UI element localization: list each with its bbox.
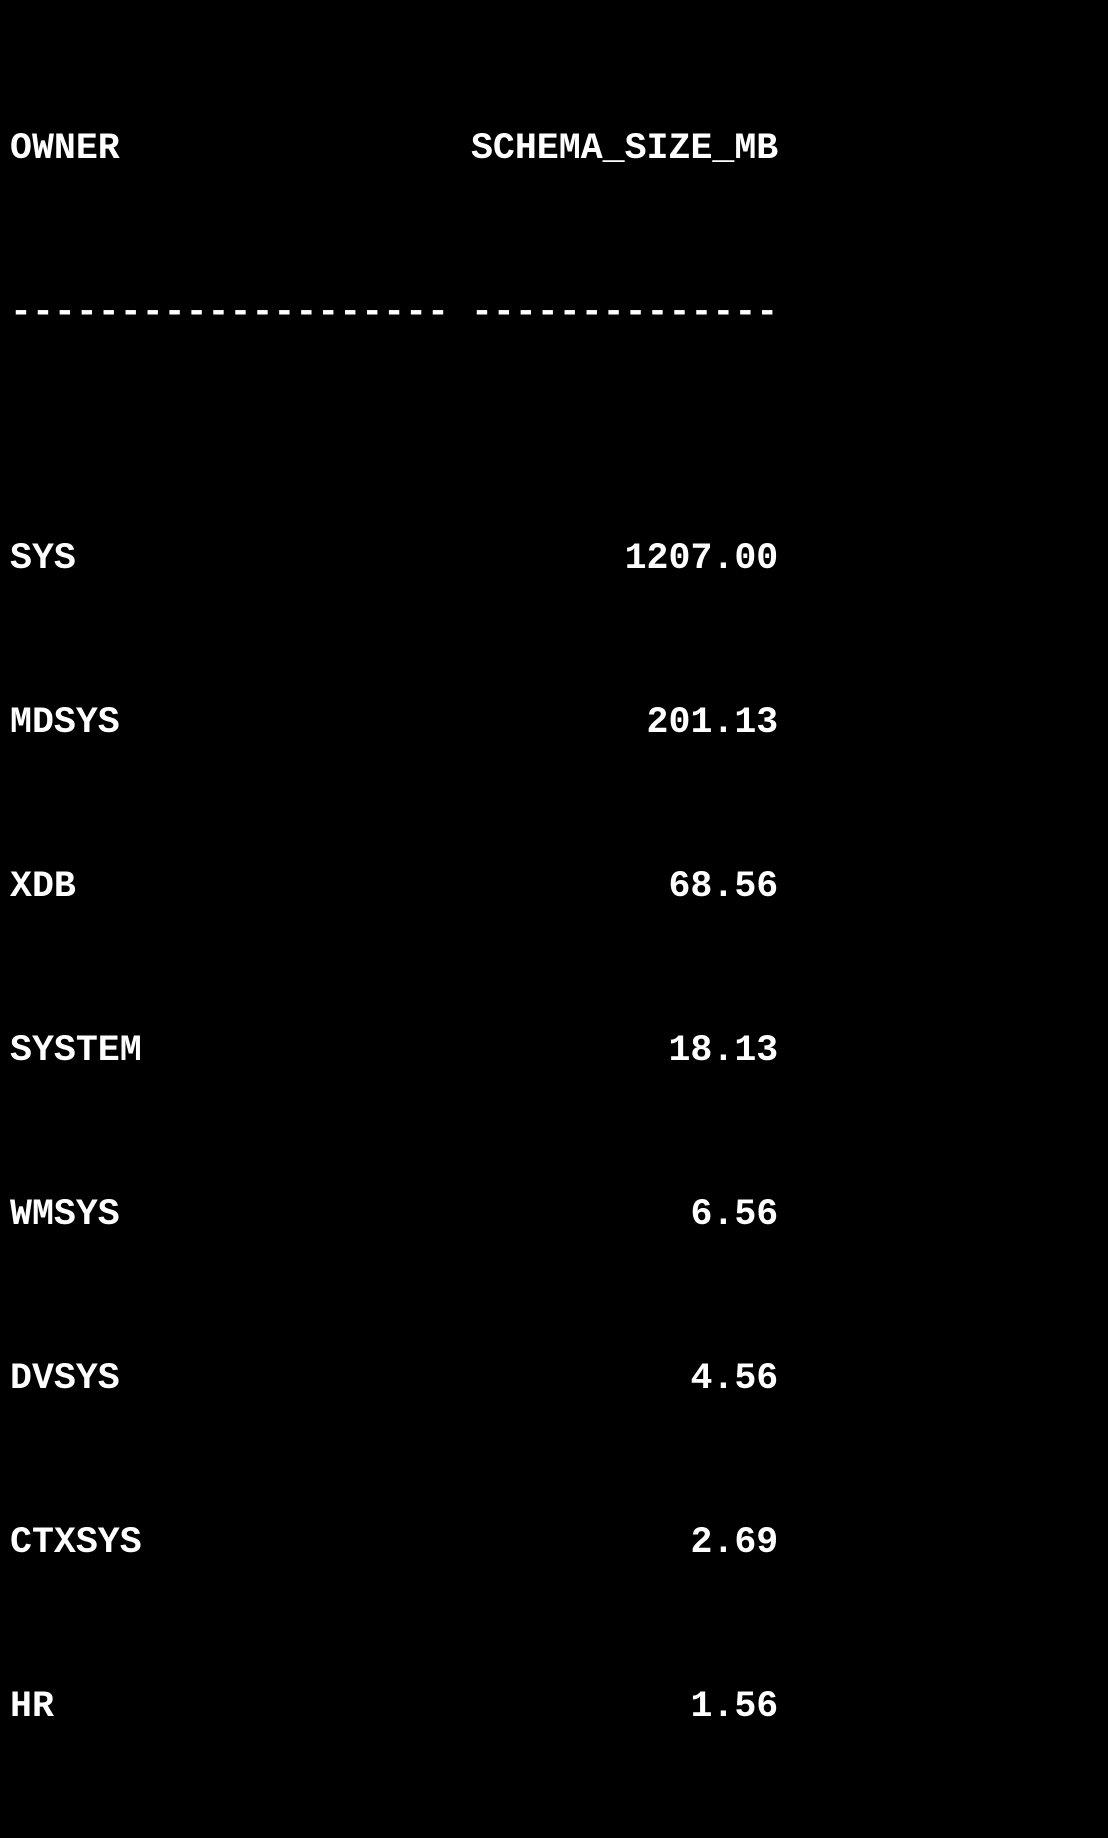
schema-size-cell: 1207.00 [624, 538, 779, 579]
header-row: OWNER SCHEMA_SIZE_MB [10, 128, 1108, 169]
table-row: MDSYS 201.13 [10, 702, 1108, 743]
owner-cell: HR [10, 1686, 54, 1727]
schema-size-cell: 68.56 [668, 866, 779, 907]
owner-column-underline: -------------------- [10, 292, 450, 333]
column-header-owner: OWNER [10, 128, 120, 169]
owner-cell: WMSYS [10, 1194, 120, 1235]
owner-cell: CTXSYS [10, 1522, 142, 1563]
column-header-schema-size-mb: SCHEMA_SIZE_MB [470, 128, 779, 169]
table-row: WMSYS 6.56 [10, 1194, 1108, 1235]
owner-cell: SYS [10, 538, 76, 579]
terminal-output: OWNER SCHEMA_SIZE_MB -------------------… [10, 128, 1108, 1727]
result-rows: SYS 1207.00 MDSYS 201.13 XDB 68.56 SYSTE… [10, 456, 1108, 1838]
schema-size-cell: 2.69 [690, 1522, 779, 1563]
schema-size-cell: 4.56 [690, 1358, 779, 1399]
table-row: DVSYS 4.56 [10, 1358, 1108, 1399]
owner-cell: MDSYS [10, 702, 120, 743]
schema-size-cell: 201.13 [646, 702, 779, 743]
schema-size-cell: 18.13 [668, 1030, 779, 1071]
header-underline-row: -------------------- -------------- [10, 292, 1108, 333]
owner-cell: DVSYS [10, 1358, 120, 1399]
schema-size-column-underline: -------------- [470, 292, 779, 333]
schema-size-cell: 6.56 [690, 1194, 779, 1235]
table-row: HR 1.56 [10, 1686, 1108, 1727]
table-row: SYS 1207.00 [10, 538, 1108, 579]
table-row: XDB 68.56 [10, 866, 1108, 907]
owner-cell: SYSTEM [10, 1030, 142, 1071]
schema-size-cell: 1.56 [690, 1686, 779, 1727]
table-row: CTXSYS 2.69 [10, 1522, 1108, 1563]
table-row: SYSTEM 18.13 [10, 1030, 1108, 1071]
owner-cell: XDB [10, 866, 76, 907]
